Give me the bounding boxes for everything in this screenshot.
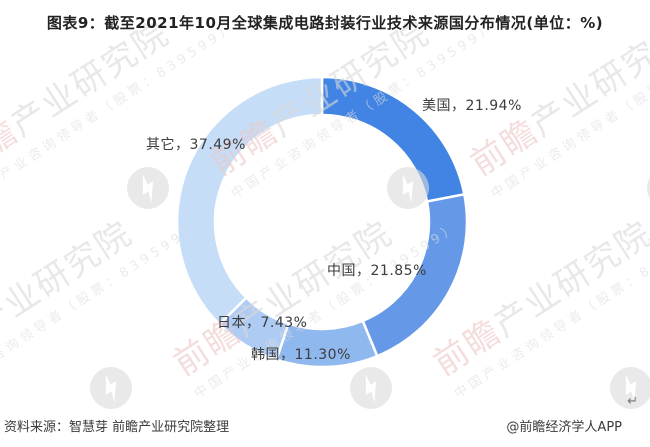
return-mark-icon: ↵ bbox=[627, 394, 638, 409]
segment-label-japan: 日本，7.43% bbox=[217, 315, 308, 331]
data-source-note: 资料来源：智慧芽 前瞻产业研究院整理 bbox=[4, 420, 230, 435]
donut-segment-其它 bbox=[175, 75, 324, 326]
chart-title: 图表9：截至2021年10月全球集成电路封装行业技术来源国分布情况(单位：%) bbox=[46, 14, 604, 32]
segment-label-china: 中国，21.85% bbox=[327, 263, 427, 279]
segment-label-others: 其它，37.49% bbox=[146, 137, 246, 153]
segment-label-korea: 韩国，11.30% bbox=[251, 347, 351, 363]
credit-note: @前瞻经济学人APP bbox=[506, 420, 622, 435]
segment-label-usa: 美国，21.94% bbox=[422, 98, 522, 114]
